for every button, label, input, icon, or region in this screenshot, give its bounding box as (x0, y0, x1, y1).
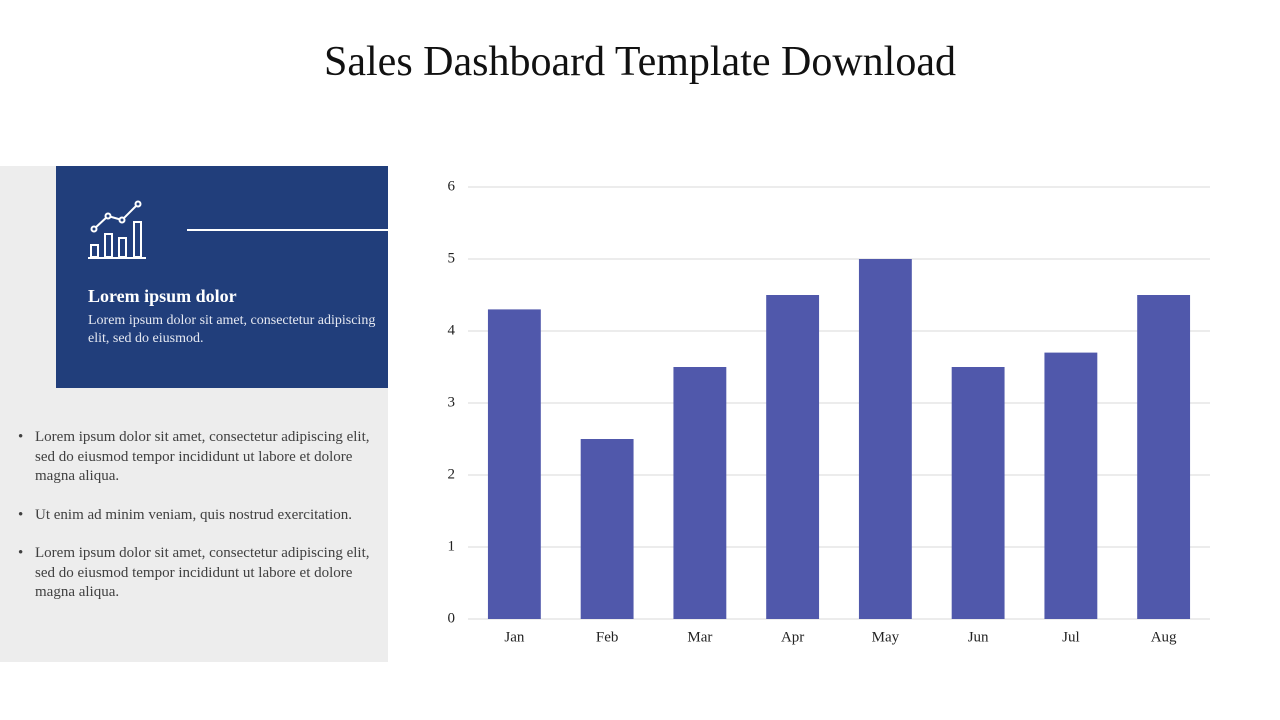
x-tick-label: Aug (1151, 629, 1177, 645)
y-tick-label: 6 (448, 178, 456, 194)
bar (858, 259, 912, 619)
divider (187, 229, 388, 231)
bullet-list: Lorem ipsum dolor sit amet, consectetur … (18, 428, 370, 622)
card-heading: Lorem ipsum dolor (88, 286, 237, 306)
bullet-item: Lorem ipsum dolor sit amet, consectetur … (18, 544, 370, 603)
bar (673, 367, 727, 619)
x-tick-label: Jul (1062, 629, 1080, 645)
bar (766, 295, 820, 619)
slide-title: Sales Dashboard Template Download (324, 39, 956, 85)
y-tick-label: 5 (448, 250, 456, 266)
x-tick-label: Apr (781, 629, 804, 645)
bar (1137, 295, 1191, 619)
y-tick-label: 4 (448, 322, 456, 338)
bar (951, 367, 1005, 619)
y-tick-label: 0 (448, 610, 456, 626)
bullet-item: Ut enim ad minim veniam, quis nostrud ex… (18, 506, 370, 526)
bar (1044, 352, 1098, 619)
y-tick-label: 1 (448, 538, 456, 554)
x-tick-label: Mar (687, 629, 712, 645)
highlight-card (56, 166, 388, 388)
bullet-item: Lorem ipsum dolor sit amet, consectetur … (18, 428, 370, 487)
x-tick-label: Jan (504, 629, 524, 645)
y-tick-label: 3 (448, 394, 456, 410)
chart-icon (88, 200, 146, 259)
y-tick-label: 2 (448, 466, 456, 482)
bar (487, 309, 541, 619)
x-tick-label: May (872, 629, 900, 645)
x-tick-label: Jun (968, 629, 989, 645)
bar (580, 439, 634, 619)
x-tick-label: Feb (596, 629, 619, 645)
card-text: Lorem ipsum dolor sit amet, consectetur … (88, 313, 376, 346)
